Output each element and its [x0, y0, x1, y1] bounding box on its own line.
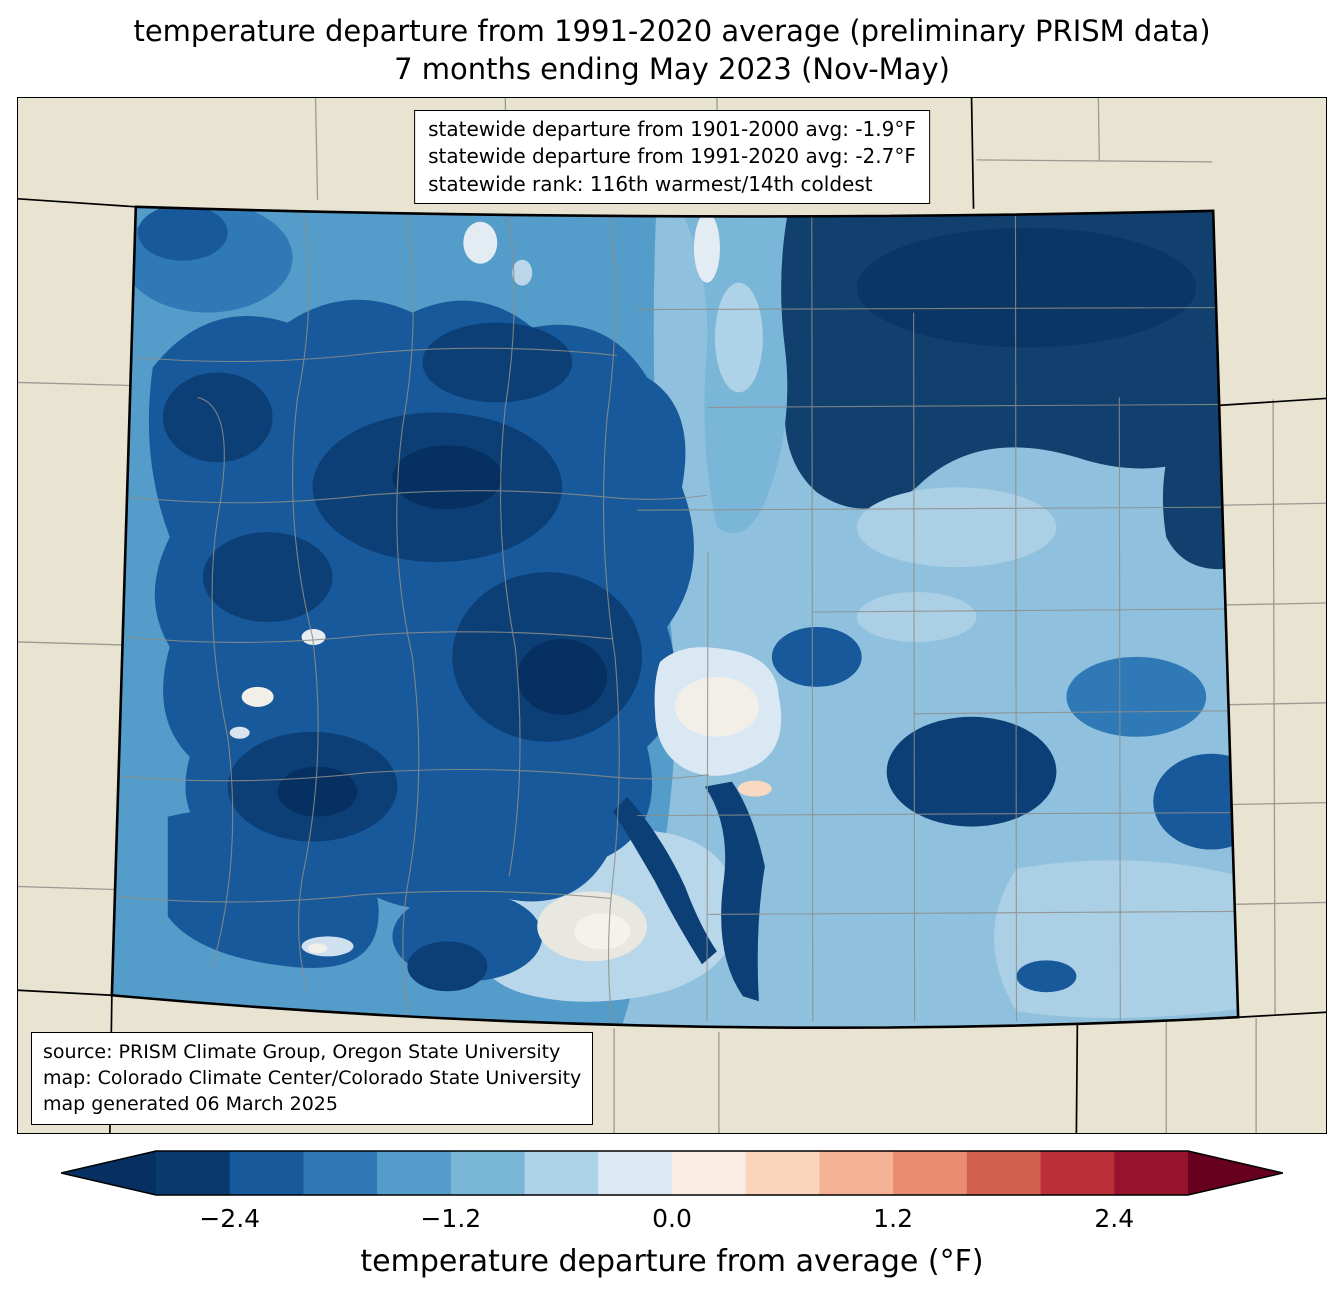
colorbar-segment: [156, 1150, 231, 1195]
colorado-map: [18, 97, 1326, 1133]
source-line-1: source: PRISM Climate Group, Oregon Stat…: [43, 1040, 561, 1063]
colorbar-segment: [1040, 1150, 1115, 1195]
colorbar-under-arrow: [61, 1150, 156, 1195]
contour-regions: [111, 206, 1239, 1028]
stats-line-1: statewide departure from 1901-2000 avg: …: [428, 116, 916, 141]
colorbar-segment: [524, 1150, 599, 1195]
colorbar-ticks: −2.4 −1.2 0.0 1.2 2.4: [61, 1204, 1283, 1238]
colorbar-scale: [60, 1149, 1284, 1196]
stats-line-2: statewide departure from 1991-2020 avg: …: [428, 144, 916, 169]
colorbar-tick-label: 1.2: [873, 1203, 914, 1233]
source-line-3: map generated 06 March 2025: [43, 1093, 338, 1116]
colorbar-segment: [672, 1150, 747, 1195]
source-line-2: map: Colorado Climate Center/Colorado St…: [43, 1067, 582, 1090]
stats-line-3: statewide rank: 116th warmest/14th colde…: [428, 171, 873, 196]
chart-title: temperature departure from 1991-2020 ave…: [0, 0, 1344, 89]
colorbar-tick-label: 2.4: [1094, 1203, 1135, 1233]
state-border: [110, 204, 1240, 1029]
colorbar-segment: [966, 1150, 1042, 1195]
colorbar-tick-label: −2.4: [199, 1203, 261, 1233]
map-area: statewide departure from 1901-2000 avg: …: [17, 96, 1327, 1134]
colorbar-segment: [229, 1150, 305, 1195]
title-line-1: temperature departure from 1991-2020 ave…: [133, 14, 1211, 48]
county-lines: [117, 207, 1237, 1028]
colorbar-over-arrow: [1188, 1150, 1283, 1195]
colorbar-segment: [598, 1150, 673, 1195]
stats-box: statewide departure from 1901-2000 avg: …: [414, 109, 930, 205]
colorbar-segment: [819, 1150, 894, 1195]
colorbar-segment: [303, 1150, 378, 1195]
colorbar-segment: [450, 1150, 526, 1195]
colorbar-segment: [1114, 1150, 1189, 1195]
colorbar-segment: [377, 1150, 452, 1195]
colorbar-segment: [893, 1150, 968, 1195]
title-line-2: 7 months ending May 2023 (Nov-May): [394, 52, 950, 87]
colorbar: −2.4 −1.2 0.0 1.2 2.4 temperature departure …: [60, 1149, 1284, 1279]
colorbar-segment: [745, 1150, 821, 1195]
colorbar-tick-label: 0.0: [652, 1203, 692, 1233]
colorbar-axis-label: temperature departure from average (°F): [360, 1243, 984, 1279]
neighbor-state-borders: [18, 97, 1326, 1133]
source-box: source: PRISM Climate Group, Oregon Stat…: [31, 1031, 594, 1125]
colorbar-tick-label: −1.2: [420, 1203, 482, 1233]
